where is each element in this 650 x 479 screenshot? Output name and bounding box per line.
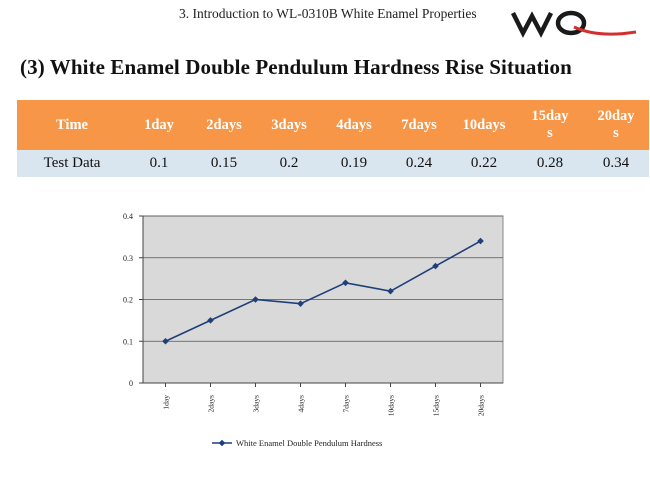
hardness-line-chart: 0 0.1 0.2 0.3 0.4 1day 2days 3days 4days 7days 10d… xyxy=(123,212,504,448)
table-header-cell: 7days xyxy=(387,100,451,150)
y-tick-label: 0.3 xyxy=(123,254,133,263)
table-header-text: 10days xyxy=(462,116,506,133)
table-header-text: s xyxy=(613,125,619,141)
data-point xyxy=(207,317,214,324)
table-header-cell: 3days xyxy=(257,100,321,150)
hardness-data-table: Time 1day 2days 3days 4days 7days 10days 15day s… xyxy=(17,100,649,177)
table-header-text: Time xyxy=(56,116,88,133)
table-cell: 0.1 xyxy=(127,150,191,177)
x-tick-label: 1day xyxy=(162,395,171,410)
x-tick-label: 3days xyxy=(252,395,261,413)
y-tick-label: 0.2 xyxy=(123,296,133,305)
page-header: 3. Introduction to WL-0310B White Enamel… xyxy=(0,0,650,40)
data-point xyxy=(162,337,169,345)
wq-logo xyxy=(510,10,637,38)
table-header-text: 2days xyxy=(206,116,242,133)
table-header-text: 15day xyxy=(531,108,569,124)
table-header-cell: 4days xyxy=(321,100,387,150)
x-tick-label: 7days xyxy=(342,395,351,413)
table-cell: 0.24 xyxy=(387,150,451,177)
table-cell: 0.22 xyxy=(451,150,517,177)
page-title: (3) White Enamel Double Pendulum Hardnes… xyxy=(20,55,572,79)
data-point xyxy=(432,262,439,270)
table-header-text: 4days xyxy=(336,116,372,133)
table-header-cell: 1day xyxy=(127,100,191,150)
y-tick-label: 0.4 xyxy=(123,212,133,221)
table-header-cell: Time xyxy=(17,100,127,150)
table-header-text: 20day xyxy=(597,108,635,124)
table-header-text: 1day xyxy=(144,116,174,133)
table-header-cell: 10days xyxy=(451,100,517,150)
legend-label: White Enamel Double Pendulum Hardness xyxy=(236,438,382,448)
table-cell: 0.2 xyxy=(257,150,321,177)
header-title: 3. Introduction to WL-0310B White Enamel… xyxy=(179,6,477,21)
legend-marker xyxy=(218,439,226,447)
data-point xyxy=(387,287,394,295)
table-cell: 0.19 xyxy=(321,150,387,177)
x-tick-label: 20days xyxy=(477,395,486,416)
table-cell: 0.15 xyxy=(191,150,257,177)
y-tick-label: 0.1 xyxy=(123,337,133,346)
table-header-text: s xyxy=(547,125,553,141)
table-header-text: 7days xyxy=(401,116,437,133)
series-line xyxy=(165,240,481,342)
data-point xyxy=(252,296,259,303)
table-header-text: 3days xyxy=(271,116,307,133)
table-header-cell: 15day s xyxy=(517,100,583,150)
table-header-cell: 2days xyxy=(191,100,257,150)
table-cell: 0.34 xyxy=(583,150,649,177)
x-tick-label: 10days xyxy=(387,395,396,416)
table-header-cell: 20day s xyxy=(583,100,649,150)
table-header-row: Time 1day 2days 3days 4days 7days 10days 15day s… xyxy=(17,100,649,150)
table-cell: 0.28 xyxy=(517,150,583,177)
x-tick-label: 2days xyxy=(207,395,216,413)
x-tick-label: 4days xyxy=(297,395,306,413)
x-tick-label: 15days xyxy=(432,395,441,416)
table-data-row: Test Data 0.1 0.15 0.2 0.19 0.24 0.22 0.28 0.34 xyxy=(17,150,649,177)
y-tick-label: 0 xyxy=(129,379,133,388)
row-label-cell: Test Data xyxy=(17,150,127,177)
